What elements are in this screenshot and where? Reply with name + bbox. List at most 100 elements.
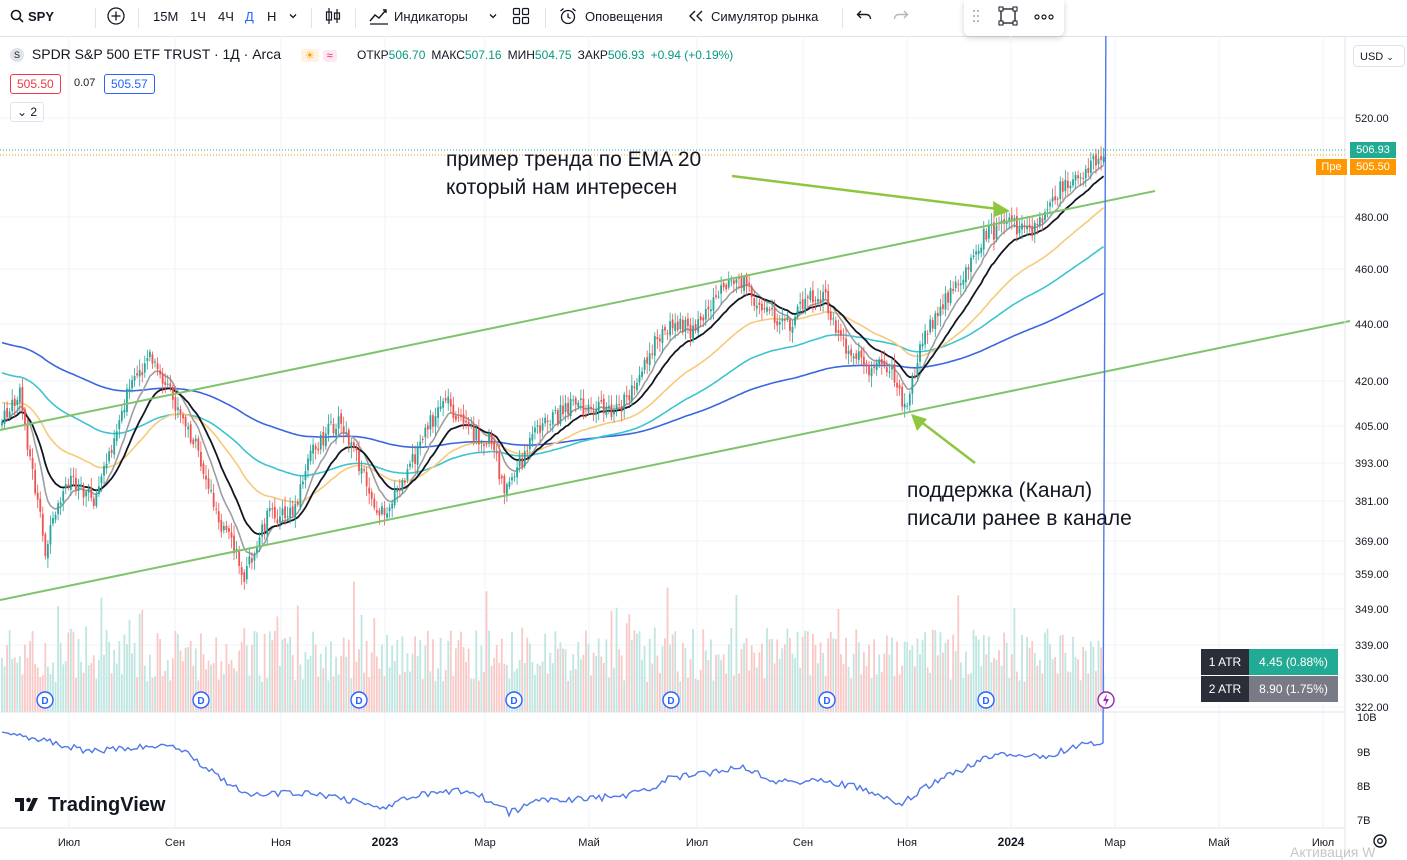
candle-body	[462, 414, 465, 424]
volume-bar	[970, 673, 972, 712]
undo-icon[interactable]	[856, 0, 872, 34]
volume-bar	[1005, 642, 1008, 712]
candle-body	[518, 456, 521, 467]
volume-bar	[194, 648, 197, 712]
symbol-search[interactable]: SPY	[28, 9, 55, 24]
candle-body	[128, 388, 131, 392]
rewind-icon[interactable]	[687, 0, 705, 34]
alerts-button[interactable]: Оповещения	[585, 9, 663, 24]
volume-bar	[327, 680, 330, 712]
volume-bar	[687, 677, 689, 712]
indicators-collapse-button[interactable]: ⌄ 2	[10, 102, 45, 122]
volume-bar	[251, 644, 253, 712]
candle-body	[340, 413, 343, 424]
add-symbol-icon[interactable]	[106, 0, 126, 34]
interval-1h[interactable]: 1Ч	[190, 9, 206, 24]
volume-bar	[103, 654, 105, 712]
currency-selector[interactable]: USD ⌄	[1353, 45, 1405, 67]
volume-bar	[233, 668, 235, 712]
volume-bar	[85, 626, 88, 712]
volume-bar	[618, 649, 620, 712]
candle-body	[934, 313, 937, 330]
market-status-sun-icon[interactable]: ☀	[300, 49, 319, 62]
candle-body	[72, 475, 75, 477]
candle-body	[365, 471, 368, 487]
candle-body	[29, 449, 31, 457]
candle-body	[720, 285, 722, 294]
chevron-down-icon[interactable]	[488, 0, 498, 34]
candle-body	[761, 303, 763, 311]
alarm-clock-icon[interactable]	[558, 0, 578, 34]
volume-bar	[982, 635, 985, 712]
volume-bar	[873, 639, 875, 712]
candle-body	[217, 511, 220, 523]
candle-body	[240, 567, 243, 576]
candle-body	[1067, 180, 1069, 188]
volume-bar	[710, 639, 712, 712]
volume-bar	[222, 673, 225, 712]
more-icon[interactable]	[1034, 0, 1054, 34]
candle-body	[215, 508, 218, 510]
volume-bar	[455, 648, 457, 712]
replay-button[interactable]: Симулятор рынка	[711, 9, 819, 24]
interval-4h[interactable]: 4Ч	[218, 9, 234, 24]
volume-bar	[837, 608, 840, 712]
dividend-marker	[505, 691, 523, 709]
volume-bar	[868, 644, 870, 712]
candle-body	[783, 318, 786, 321]
volume-bar	[903, 641, 906, 712]
trend-annotation[interactable]: пример тренда по EMA 20 который нам инте…	[446, 146, 701, 202]
volume-bar	[636, 633, 638, 712]
candle-body	[513, 476, 516, 478]
tradingview-logo[interactable]: TradingView	[14, 794, 165, 817]
interval-1w[interactable]: Н	[267, 9, 277, 24]
candle-body	[929, 319, 932, 333]
indicators-button[interactable]: Индикаторы	[394, 9, 468, 24]
volume-bar	[149, 654, 151, 712]
data-delay-icon[interactable]: ≈	[322, 50, 337, 62]
candle-body	[355, 447, 358, 451]
candle-body	[304, 471, 307, 481]
search-icon[interactable]	[10, 0, 24, 34]
candles-icon[interactable]	[325, 0, 341, 34]
volume-bar	[929, 672, 932, 712]
volume-bar	[692, 629, 694, 712]
candle-body	[541, 423, 544, 431]
candle-body	[873, 367, 875, 369]
volume-bar	[396, 640, 399, 712]
interval-1d[interactable]: Д	[245, 9, 254, 24]
chevron-down-icon[interactable]	[288, 0, 298, 34]
support-annotation[interactable]: поддержка (Канал) писали ранее в канале	[907, 477, 1132, 533]
volume-bar	[1077, 659, 1079, 712]
candle-body	[49, 525, 52, 545]
volume-bar	[21, 674, 24, 712]
volume-bar	[159, 639, 161, 712]
redo-icon[interactable]	[893, 0, 909, 34]
volume-bar	[360, 614, 363, 712]
sell-price-button[interactable]: 505.50	[10, 74, 61, 94]
candle-body	[840, 330, 842, 336]
volume-bar	[488, 630, 490, 712]
volume-bar	[375, 656, 378, 712]
volume-bar	[54, 681, 57, 712]
candle-body	[57, 503, 59, 515]
volume-bar	[243, 628, 246, 712]
candle-body	[322, 431, 325, 446]
rectangle-select-icon[interactable]	[998, 0, 1018, 34]
symbol-legend[interactable]: S SPDR S&P 500 ETF TRUST · 1Д · Arca ☀ ≈	[10, 46, 337, 66]
interval-15m[interactable]: 15M	[153, 9, 179, 24]
price-chart[interactable]: 520.00 480.00 460.00 440.00 420.00 405.00 393.…	[0, 36, 1407, 858]
time-tick-label: Ноя	[897, 837, 917, 849]
drag-handle-icon[interactable]	[972, 0, 980, 34]
volume-bar	[921, 639, 924, 712]
volume-bar	[794, 657, 796, 712]
volume-bar	[87, 665, 90, 712]
volume-bar	[727, 644, 730, 712]
candle-body	[931, 320, 934, 329]
volume-bar	[572, 654, 575, 712]
candle-body	[291, 506, 294, 515]
layouts-grid-icon[interactable]	[512, 0, 530, 34]
buy-price-button[interactable]: 505.57	[104, 74, 155, 94]
volume-bar	[551, 663, 554, 712]
indicators-icon[interactable]	[369, 0, 389, 34]
